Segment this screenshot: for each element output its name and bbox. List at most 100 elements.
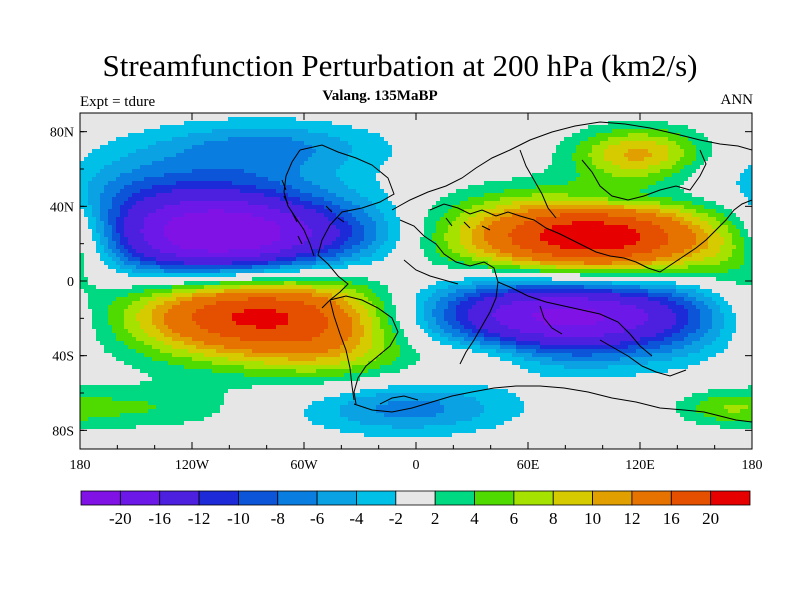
field-cell (532, 125, 537, 130)
field-cell (644, 137, 649, 142)
field-cell (492, 141, 497, 146)
field-cell (468, 169, 473, 174)
field-cell (100, 129, 105, 134)
field-cell (520, 225, 525, 230)
field-cell (312, 189, 317, 194)
field-cell (348, 189, 353, 194)
field-cell (92, 225, 97, 230)
field-cell (260, 145, 265, 150)
field-cell (704, 173, 709, 178)
field-cell (176, 141, 181, 146)
field-cell (660, 193, 665, 198)
field-cell (136, 113, 141, 118)
field-cell (468, 205, 473, 210)
field-cell (700, 217, 705, 222)
field-cell (284, 221, 289, 226)
field-cell (564, 129, 569, 134)
field-cell (88, 169, 93, 174)
field-cell (384, 201, 389, 206)
field-cell (376, 181, 381, 186)
field-cell (392, 165, 397, 170)
field-cell (232, 165, 237, 170)
field-cell (560, 149, 565, 154)
field-cell (88, 165, 93, 170)
field-cell (308, 181, 313, 186)
field-cell (484, 185, 489, 190)
field-cell (400, 213, 405, 218)
field-cell (484, 201, 489, 206)
field-cell (284, 185, 289, 190)
field-cell (608, 157, 613, 162)
field-cell (540, 221, 545, 226)
field-cell (396, 117, 401, 122)
field-cell (528, 173, 533, 178)
field-cell (508, 137, 513, 142)
field-cell (520, 145, 525, 150)
field-cell (172, 129, 177, 134)
field-cell (604, 141, 609, 146)
field-cell (384, 213, 389, 218)
field-cell (464, 137, 469, 142)
field-cell (568, 113, 573, 118)
field-cell (340, 205, 345, 210)
field-cell (616, 213, 621, 218)
field-cell (408, 201, 413, 206)
field-cell (140, 145, 145, 150)
field-cell (260, 225, 265, 230)
field-cell (540, 169, 545, 174)
field-cell (324, 197, 329, 202)
field-cell (432, 113, 437, 118)
field-cell (672, 129, 677, 134)
field-cell (420, 217, 425, 222)
field-cell (716, 193, 721, 198)
field-cell (636, 197, 641, 202)
field-cell (372, 141, 377, 146)
field-cell (212, 117, 217, 122)
field-cell (636, 133, 641, 138)
field-cell (284, 133, 289, 138)
field-cell (252, 165, 257, 170)
field-cell (164, 141, 169, 146)
field-cell (516, 193, 521, 198)
field-cell (380, 197, 385, 202)
field-cell (628, 205, 633, 210)
field-cell (216, 201, 221, 206)
field-cell (472, 125, 477, 130)
field-cell (692, 113, 697, 118)
field-cell (560, 221, 565, 226)
field-cell (80, 137, 85, 142)
field-cell (644, 161, 649, 166)
field-cell (476, 197, 481, 202)
field-cell (488, 165, 493, 170)
field-cell (116, 129, 121, 134)
field-cell (248, 197, 253, 202)
field-cell (444, 165, 449, 170)
field-cell (520, 117, 525, 122)
field-cell (272, 229, 277, 234)
field-cell (448, 157, 453, 162)
field-cell (732, 141, 737, 146)
field-cell (404, 229, 409, 234)
field-cell (252, 173, 257, 178)
field-cell (720, 113, 725, 118)
field-cell (664, 185, 669, 190)
field-cell (604, 153, 609, 158)
field-cell (472, 205, 477, 210)
field-cell (272, 177, 277, 182)
field-cell (468, 161, 473, 166)
field-cell (348, 217, 353, 222)
field-cell (688, 225, 693, 230)
field-cell (332, 161, 337, 166)
field-cell (476, 113, 481, 118)
field-cell (376, 177, 381, 182)
field-cell (288, 181, 293, 186)
field-cell (96, 145, 101, 150)
field-cell (140, 117, 145, 122)
field-cell (628, 177, 633, 182)
field-cell (448, 229, 453, 234)
field-cell (104, 177, 109, 182)
field-cell (196, 125, 201, 130)
field-cell (500, 229, 505, 234)
field-cell (428, 161, 433, 166)
field-cell (200, 141, 205, 146)
